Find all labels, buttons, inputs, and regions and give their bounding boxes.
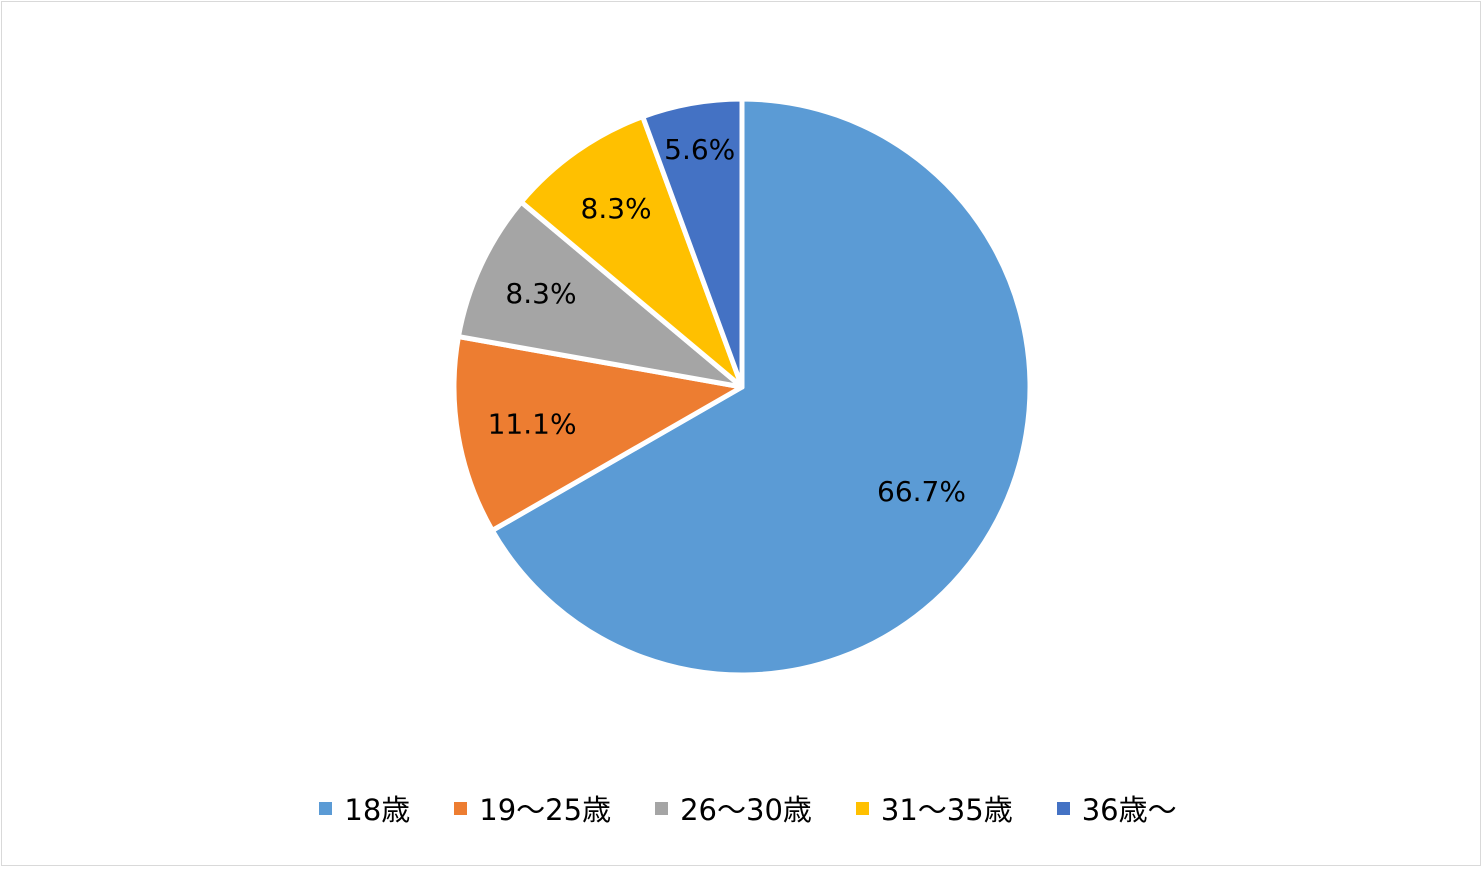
pie-slice-2 (451, 334, 745, 533)
legend-item-31-35: 31〜35歳 (855, 787, 1013, 829)
pie-slice-4 (518, 114, 745, 390)
legend-item-19-25: 19〜25歳 (454, 787, 611, 829)
legend-swatch (1056, 801, 1070, 815)
pie-slices (451, 96, 1033, 678)
legend-label: 31〜35歳 (880, 793, 1013, 827)
legend-label: 19〜25歳 (479, 793, 612, 827)
data-label-5: 5.6% (664, 133, 735, 166)
data-label-1: 66.7% (877, 475, 966, 508)
legend-item-36-plus: 36歳〜 (1056, 787, 1177, 829)
legend-swatch (855, 801, 869, 815)
legend-swatch (655, 801, 669, 815)
legend-label: 36歳〜 (1081, 793, 1177, 827)
legend: 18歳 19〜25歳 26〜30歳 31〜35歳 36歳〜 (0, 783, 1484, 833)
pie-slice-5 (640, 96, 745, 390)
pie-slice-1 (489, 96, 1033, 678)
legend-label: 26〜30歳 (680, 793, 812, 827)
data-label-2: 11.1% (488, 408, 577, 441)
pie-data-labels: 66.7% 11.1% 8.3% 8.3% 5.6% (488, 133, 966, 508)
pie-slice-3 (455, 199, 745, 390)
legend-item-18: 18歳 (319, 787, 410, 829)
legend-swatch (319, 801, 333, 815)
data-label-3: 8.3% (505, 277, 576, 310)
data-label-4: 8.3% (581, 192, 652, 225)
legend-item-26-30: 26〜30歳 (655, 787, 812, 829)
legend-label: 18歳 (344, 793, 411, 827)
legend-swatch (454, 801, 468, 815)
